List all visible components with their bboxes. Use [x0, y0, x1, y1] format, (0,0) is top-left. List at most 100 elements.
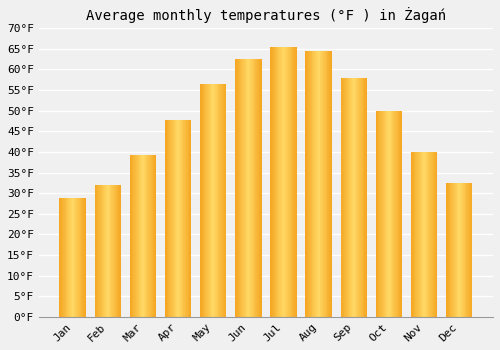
Bar: [146, 155, 148, 317]
Bar: [177, 120, 178, 317]
Bar: [184, 120, 185, 317]
Bar: [411, 152, 412, 317]
Bar: [390, 111, 392, 317]
Bar: [380, 111, 381, 317]
Bar: [208, 84, 209, 317]
Bar: [134, 155, 135, 317]
Bar: [214, 84, 215, 317]
Bar: [176, 120, 177, 317]
Bar: [325, 51, 326, 317]
Bar: [99, 185, 100, 317]
Bar: [222, 84, 223, 317]
Bar: [469, 183, 470, 317]
Bar: [381, 111, 382, 317]
Bar: [120, 185, 121, 317]
Bar: [148, 155, 149, 317]
Bar: [430, 152, 431, 317]
Bar: [330, 51, 331, 317]
Bar: [77, 198, 78, 317]
Bar: [179, 120, 180, 317]
Bar: [94, 185, 96, 317]
Bar: [456, 183, 458, 317]
Bar: [412, 152, 414, 317]
Bar: [284, 47, 286, 317]
Bar: [74, 198, 76, 317]
Bar: [220, 84, 221, 317]
Bar: [85, 198, 86, 317]
Bar: [209, 84, 210, 317]
Bar: [107, 185, 108, 317]
Bar: [254, 59, 256, 317]
Bar: [452, 183, 453, 317]
Bar: [331, 51, 332, 317]
Bar: [276, 47, 278, 317]
Bar: [63, 198, 64, 317]
Bar: [387, 111, 388, 317]
Bar: [202, 84, 203, 317]
Bar: [454, 183, 455, 317]
Bar: [340, 78, 342, 317]
Bar: [425, 152, 426, 317]
Bar: [190, 120, 191, 317]
Bar: [253, 59, 254, 317]
Bar: [80, 198, 82, 317]
Bar: [260, 59, 262, 317]
Bar: [245, 59, 246, 317]
Bar: [212, 84, 213, 317]
Bar: [210, 84, 212, 317]
Bar: [150, 155, 151, 317]
Bar: [273, 47, 274, 317]
Bar: [242, 59, 243, 317]
Bar: [288, 47, 289, 317]
Bar: [364, 78, 365, 317]
Bar: [216, 84, 218, 317]
Bar: [238, 59, 240, 317]
Bar: [308, 51, 309, 317]
Bar: [118, 185, 119, 317]
Bar: [244, 59, 245, 317]
Bar: [66, 198, 68, 317]
Bar: [320, 51, 322, 317]
Bar: [366, 78, 367, 317]
Bar: [174, 120, 176, 317]
Bar: [307, 51, 308, 317]
Bar: [64, 198, 66, 317]
Bar: [470, 183, 472, 317]
Bar: [422, 152, 423, 317]
Bar: [259, 59, 260, 317]
Bar: [446, 183, 447, 317]
Bar: [154, 155, 155, 317]
Bar: [248, 59, 249, 317]
Bar: [294, 47, 295, 317]
Bar: [394, 111, 395, 317]
Bar: [114, 185, 115, 317]
Bar: [98, 185, 99, 317]
Bar: [204, 84, 206, 317]
Bar: [79, 198, 80, 317]
Bar: [346, 78, 347, 317]
Bar: [62, 198, 63, 317]
Bar: [69, 198, 70, 317]
Bar: [178, 120, 179, 317]
Bar: [68, 198, 69, 317]
Bar: [347, 78, 348, 317]
Bar: [132, 155, 134, 317]
Bar: [419, 152, 420, 317]
Bar: [414, 152, 416, 317]
Bar: [258, 59, 259, 317]
Bar: [459, 183, 460, 317]
Bar: [97, 185, 98, 317]
Bar: [352, 78, 353, 317]
Bar: [306, 51, 307, 317]
Bar: [108, 185, 110, 317]
Bar: [270, 47, 271, 317]
Bar: [213, 84, 214, 317]
Bar: [83, 198, 84, 317]
Bar: [200, 84, 201, 317]
Bar: [249, 59, 250, 317]
Bar: [467, 183, 468, 317]
Bar: [180, 120, 182, 317]
Bar: [418, 152, 419, 317]
Bar: [116, 185, 117, 317]
Bar: [72, 198, 74, 317]
